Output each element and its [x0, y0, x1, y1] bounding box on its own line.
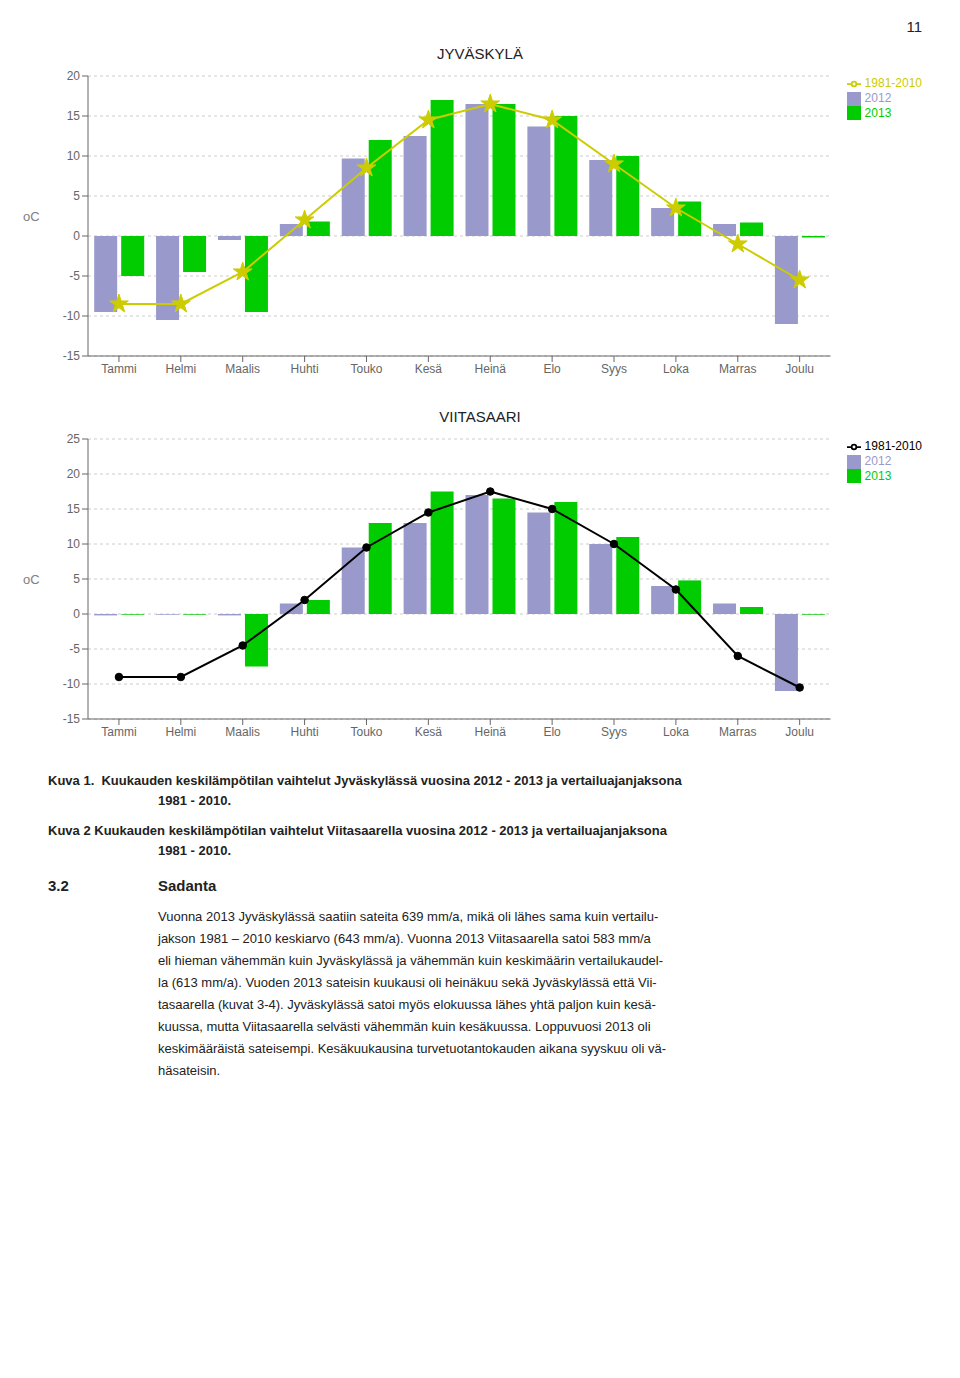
svg-text:Tammi: Tammi	[101, 725, 136, 739]
html-text:11: 11	[906, 18, 922, 35]
svg-text:0: 0	[73, 607, 80, 621]
svg-text:oC: oC	[23, 209, 40, 224]
svg-text:20: 20	[67, 467, 81, 481]
svg-text:Helmi: Helmi	[165, 362, 196, 376]
html-text:JYVÄSKYLÄ: JYVÄSKYLÄ	[437, 45, 523, 62]
html-text:1981 - 2010.: 1981 - 2010.	[158, 843, 231, 858]
svg-text:Syys: Syys	[601, 725, 627, 739]
svg-text:Elo: Elo	[543, 725, 561, 739]
html-text:1981 - 2010.: 1981 - 2010.	[158, 793, 231, 808]
html-text:jakson 1981 – 2010 keskiarvo (: jakson 1981 – 2010 keskiarvo (643 mm/a).…	[158, 931, 651, 946]
svg-text:5: 5	[73, 572, 80, 586]
svg-text:-5: -5	[69, 642, 80, 656]
svg-text:-10: -10	[63, 309, 81, 323]
html-text:eli hieman vähemmän kuin Jyväs: eli hieman vähemmän kuin Jyväskylässä ja…	[158, 953, 664, 968]
html-text:Kuva 1. Kuukauden keskilämpöti: Kuva 1. Kuukauden keskilämpötilan vaihte…	[48, 773, 682, 788]
svg-text:-15: -15	[63, 712, 81, 726]
svg-text:15: 15	[67, 109, 81, 123]
html-text:2013: 2013	[864, 105, 892, 120]
svg-text:Touko: Touko	[350, 725, 382, 739]
svg-text:Syys: Syys	[601, 362, 627, 376]
html-text:1981-2010: 1981-2010	[864, 439, 922, 453]
html-text:Kuva 2 Kuukauden keskilämpötil: Kuva 2 Kuukauden keskilämpötilan vaihtel…	[48, 823, 667, 838]
html-text:keskimääräistä sateisempi. Kes: keskimääräistä sateisempi. Kesäkuukausin…	[158, 1041, 666, 1056]
svg-text:10: 10	[67, 537, 81, 551]
svg-text:Helmi: Helmi	[165, 725, 196, 739]
svg-text:Loka: Loka	[663, 725, 689, 739]
svg-text:Joulu: Joulu	[785, 362, 814, 376]
svg-text:10: 10	[67, 149, 81, 163]
html-text:häsateisin.: häsateisin.	[158, 1063, 221, 1078]
svg-text:Kesä: Kesä	[415, 362, 443, 376]
svg-text:5: 5	[73, 189, 80, 203]
svg-text:Kesä: Kesä	[415, 725, 443, 739]
html-text:1981-2010: 1981-2010	[864, 76, 922, 90]
html-text:2012: 2012	[864, 453, 892, 468]
svg-text:Maalis: Maalis	[225, 362, 260, 376]
svg-text:Tammi: Tammi	[101, 362, 136, 376]
html-text:Vuonna 2013 Jyväskylässä saati: Vuonna 2013 Jyväskylässä saatiin sateita…	[158, 909, 659, 924]
svg-text:Marras: Marras	[719, 725, 756, 739]
svg-text:Elo: Elo	[543, 362, 561, 376]
svg-text:15: 15	[67, 502, 81, 516]
svg-text:-15: -15	[63, 349, 81, 363]
svg-text:25: 25	[67, 432, 81, 446]
html-text:VIITASAARI: VIITASAARI	[439, 408, 521, 425]
svg-text:Loka: Loka	[663, 362, 689, 376]
svg-text:20: 20	[67, 69, 81, 83]
html-text:2012: 2012	[864, 90, 892, 105]
svg-text:Touko: Touko	[350, 362, 382, 376]
svg-text:-5: -5	[69, 269, 80, 283]
svg-text:Marras: Marras	[719, 362, 756, 376]
html-text:Sadanta: Sadanta	[158, 877, 217, 894]
html-text:la (613 mm/a). Vuoden 2013 sat: la (613 mm/a). Vuoden 2013 sateisin kuuk…	[158, 975, 657, 990]
svg-text:Maalis: Maalis	[225, 725, 260, 739]
html-text:2013: 2013	[864, 468, 892, 483]
svg-text:oC: oC	[23, 572, 40, 587]
svg-text:Huhti: Huhti	[291, 725, 319, 739]
svg-text:Heinä: Heinä	[475, 725, 507, 739]
svg-text:-10: -10	[63, 677, 81, 691]
html-text:kuussa, mutta Viitasaarella se: kuussa, mutta Viitasaarella selvästi väh…	[158, 1019, 651, 1034]
svg-text:Heinä: Heinä	[475, 362, 507, 376]
html-text:tasaarella (kuvat 3-4). Jyväsk: tasaarella (kuvat 3-4). Jyväskylässä sat…	[158, 997, 656, 1012]
html-text:3.2: 3.2	[48, 877, 69, 894]
svg-text:0: 0	[73, 229, 80, 243]
svg-text:Joulu: Joulu	[785, 725, 814, 739]
svg-text:Huhti: Huhti	[291, 362, 319, 376]
